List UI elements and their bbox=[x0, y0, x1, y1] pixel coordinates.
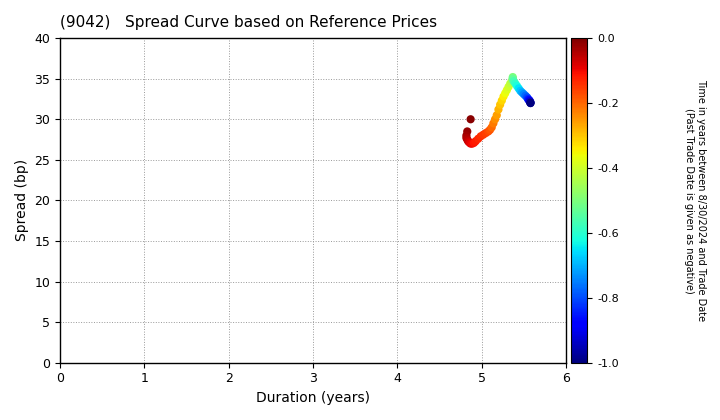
Point bbox=[491, 112, 503, 118]
Point bbox=[516, 89, 528, 96]
Point bbox=[477, 131, 489, 138]
Point bbox=[480, 130, 492, 136]
Y-axis label: Time in years between 8/30/2024 and Trade Date
(Past Trade Date is given as nega: Time in years between 8/30/2024 and Trad… bbox=[685, 79, 706, 321]
Point bbox=[525, 99, 536, 105]
Point bbox=[468, 139, 480, 146]
Point bbox=[485, 126, 496, 133]
Point bbox=[524, 98, 536, 105]
Point bbox=[525, 100, 536, 106]
Point bbox=[472, 135, 484, 142]
Point bbox=[492, 106, 504, 113]
Point bbox=[500, 90, 511, 97]
Point bbox=[462, 136, 473, 143]
Point bbox=[486, 124, 498, 131]
Point bbox=[518, 91, 529, 97]
Text: (9042)   Spread Curve based on Reference Prices: (9042) Spread Curve based on Reference P… bbox=[60, 15, 437, 30]
Point bbox=[467, 140, 478, 147]
Point bbox=[524, 97, 536, 104]
Point bbox=[521, 94, 533, 101]
Point bbox=[505, 80, 516, 87]
Point bbox=[507, 75, 518, 82]
Point bbox=[464, 139, 475, 146]
Point bbox=[507, 74, 518, 80]
Point bbox=[465, 140, 477, 147]
Y-axis label: Spread (bp): Spread (bp) bbox=[15, 159, 29, 242]
Point bbox=[465, 116, 477, 123]
Point bbox=[470, 138, 482, 144]
Point bbox=[511, 83, 523, 89]
Point bbox=[520, 92, 531, 99]
Point bbox=[507, 75, 518, 82]
Point bbox=[461, 134, 472, 141]
Point bbox=[461, 132, 472, 139]
X-axis label: Duration (years): Duration (years) bbox=[256, 391, 370, 405]
Point bbox=[501, 87, 513, 93]
Point bbox=[495, 101, 506, 108]
Point bbox=[508, 78, 519, 84]
Point bbox=[475, 133, 487, 140]
Point bbox=[463, 139, 474, 145]
Point bbox=[506, 78, 518, 84]
Point bbox=[515, 87, 526, 94]
Point bbox=[525, 100, 536, 106]
Point bbox=[487, 120, 499, 127]
Point bbox=[498, 93, 509, 100]
Point bbox=[522, 96, 534, 102]
Point bbox=[496, 97, 508, 104]
Point bbox=[462, 138, 474, 144]
Point bbox=[523, 97, 534, 103]
Point bbox=[490, 116, 501, 123]
Point bbox=[462, 128, 473, 135]
Point bbox=[503, 84, 514, 90]
Point bbox=[510, 80, 521, 87]
Point bbox=[482, 128, 494, 135]
Point bbox=[513, 85, 524, 92]
